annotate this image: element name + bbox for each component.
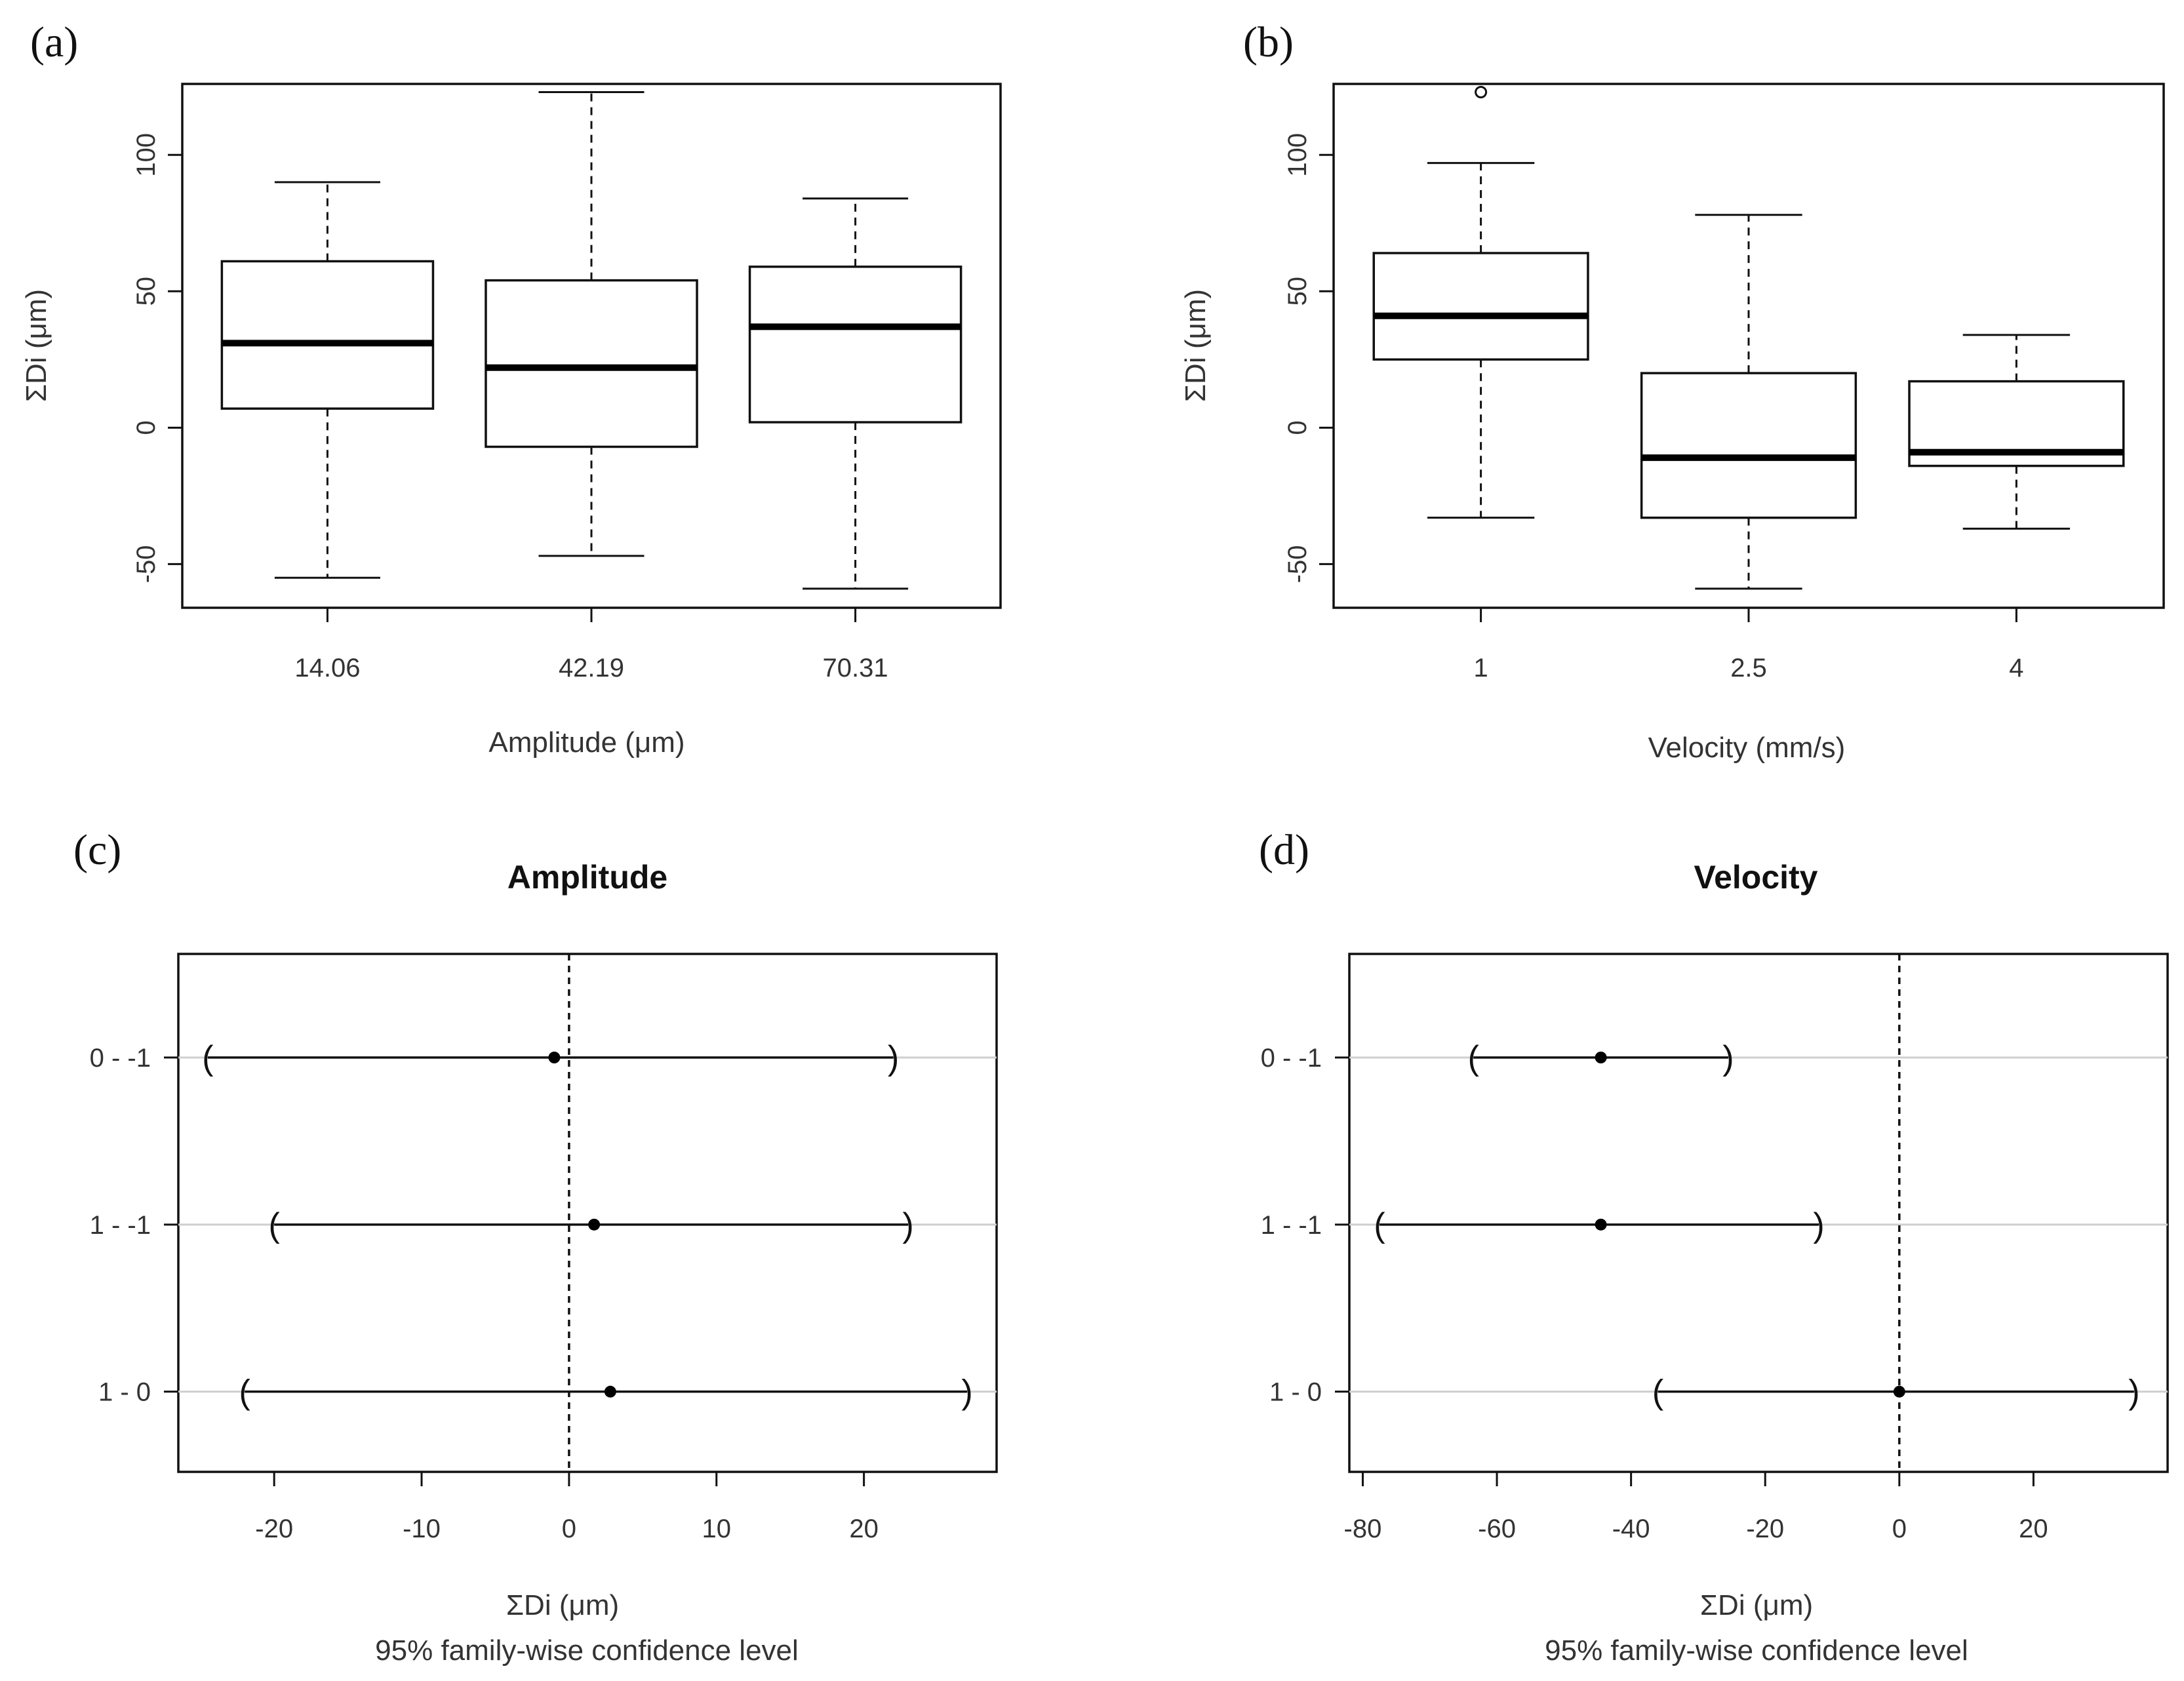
x-tick-label: 20 bbox=[2019, 1514, 2048, 1543]
y-tick-label: 50 bbox=[132, 277, 161, 306]
x-tick-label: 1 bbox=[1473, 654, 1488, 682]
ci-upper-bracket: ) bbox=[888, 1039, 899, 1077]
ci-estimate-point bbox=[1893, 1385, 1905, 1398]
ci-upper-bracket: ) bbox=[1722, 1039, 1734, 1077]
x-tick-label: 10 bbox=[702, 1514, 732, 1543]
panel-d-x-axis-subtitle: 95% family-wise confidence level bbox=[1545, 1634, 1968, 1667]
x-tick-label: -20 bbox=[1746, 1514, 1784, 1543]
y-tick-label: 1 - 0 bbox=[98, 1378, 151, 1407]
y-tick-label: 100 bbox=[1283, 133, 1312, 177]
panel-d-label: (d) bbox=[1259, 826, 1309, 874]
panel-c-plot: 0 - -1 1 - -1 1 - 0 () () () -20 -10 0 10 20 bbox=[90, 953, 998, 1543]
panel-c-label: (c) bbox=[73, 826, 121, 874]
ci-lower-bracket: ( bbox=[202, 1039, 214, 1077]
panel-c: (c) Amplitude 0 - -1 1 - -1 1 - 0 () () () -20… bbox=[73, 826, 998, 1667]
x-tick-label: 70.31 bbox=[823, 654, 888, 682]
panel-a-x-axis-title: Amplitude (μm) bbox=[488, 726, 685, 759]
panel-b: (b) -50 0 50 100 1 2.5 4 Velocity (mm/s) ΣDi (… bbox=[1180, 18, 2165, 764]
ci-upper-bracket: ) bbox=[1813, 1206, 1824, 1244]
x-tick-label: 0 bbox=[1892, 1514, 1907, 1543]
ci-lower-bracket: ( bbox=[1652, 1374, 1664, 1412]
x-tick-label: 0 bbox=[562, 1514, 576, 1543]
x-tick-label: -10 bbox=[403, 1514, 441, 1543]
x-tick-label: 20 bbox=[849, 1514, 879, 1543]
panel-c-x-axis-subtitle: 95% family-wise confidence level bbox=[375, 1634, 799, 1667]
y-tick-label: 0 - -1 bbox=[1261, 1044, 1322, 1073]
y-tick-label: 0 bbox=[1283, 420, 1312, 435]
ci-lower-bracket: ( bbox=[268, 1206, 280, 1244]
x-tick-label: 14.06 bbox=[294, 654, 360, 682]
x-tick-label: -20 bbox=[255, 1514, 293, 1543]
x-tick-label: 2.5 bbox=[1730, 654, 1767, 682]
y-tick-label: 1 - -1 bbox=[1261, 1211, 1322, 1240]
y-tick-label: -50 bbox=[132, 545, 161, 583]
box-body bbox=[1372, 252, 1589, 361]
panel-d-x-axis-title: ΣDi (μm) bbox=[1700, 1589, 1813, 1621]
y-tick-label: 50 bbox=[1283, 277, 1312, 306]
y-tick-label: 1 - -1 bbox=[90, 1211, 151, 1240]
panel-c-x-axis-title: ΣDi (μm) bbox=[506, 1589, 619, 1621]
ci-lower-bracket: ( bbox=[1374, 1206, 1385, 1244]
ci-estimate-point bbox=[1595, 1218, 1607, 1231]
box-body bbox=[485, 279, 698, 448]
panel-b-plot: -50 0 50 100 1 2.5 4 bbox=[1283, 83, 2165, 682]
panel-a-plot: -50 0 50 100 14.06 42.19 70.31 bbox=[132, 83, 1002, 682]
box-body bbox=[1640, 372, 1857, 519]
panel-d-title: Velocity bbox=[1694, 859, 1818, 896]
ci-estimate-point bbox=[588, 1218, 601, 1231]
x-tick-label: 42.19 bbox=[559, 654, 624, 682]
x-tick-label: -40 bbox=[1612, 1514, 1650, 1543]
x-tick-label: -80 bbox=[1344, 1514, 1382, 1543]
plot-frame bbox=[1348, 953, 2169, 1473]
panel-a: (a) -50 0 50 100 14.06 42.19 70.31 Amplitude (… bbox=[20, 18, 1002, 759]
ci-upper-bracket: ) bbox=[961, 1374, 972, 1412]
panel-c-title: Amplitude bbox=[507, 859, 667, 896]
panel-d-plot: 0 - -1 1 - -1 1 - 0 () () () -80 -60 -40 -20 0 20 bbox=[1261, 953, 2169, 1543]
y-tick-label: 0 - -1 bbox=[90, 1044, 151, 1073]
y-tick-label: 100 bbox=[132, 133, 161, 177]
panel-d: (d) Velocity 0 - -1 1 - -1 1 - 0 () () () -80 -… bbox=[1259, 826, 2169, 1667]
ci-upper-bracket: ) bbox=[902, 1206, 913, 1244]
x-tick-label: -60 bbox=[1478, 1514, 1516, 1543]
plot-frame bbox=[177, 953, 998, 1473]
ci-estimate-point bbox=[1595, 1052, 1607, 1063]
ci-lower-bracket: ( bbox=[1468, 1039, 1480, 1077]
panel-b-label: (b) bbox=[1243, 18, 1294, 66]
ci-estimate-point bbox=[604, 1385, 616, 1398]
panel-b-y-axis-title: ΣDi (μm) bbox=[1180, 289, 1212, 402]
box-outlier-point bbox=[1475, 85, 1488, 98]
ci-upper-bracket: ) bbox=[2128, 1374, 2139, 1412]
box-body bbox=[748, 266, 963, 424]
panel-b-x-axis-title: Velocity (mm/s) bbox=[1648, 732, 1846, 764]
ci-estimate-point bbox=[548, 1052, 561, 1063]
y-tick-label: 1 - 0 bbox=[1269, 1378, 1322, 1407]
panel-a-label: (a) bbox=[30, 18, 78, 66]
panel-a-y-axis-title: ΣDi (μm) bbox=[20, 289, 52, 402]
x-tick-label: 4 bbox=[2009, 654, 2023, 682]
ci-lower-bracket: ( bbox=[239, 1374, 251, 1412]
box-body bbox=[220, 260, 435, 410]
y-tick-label: 0 bbox=[132, 420, 161, 435]
y-tick-label: -50 bbox=[1283, 545, 1312, 583]
